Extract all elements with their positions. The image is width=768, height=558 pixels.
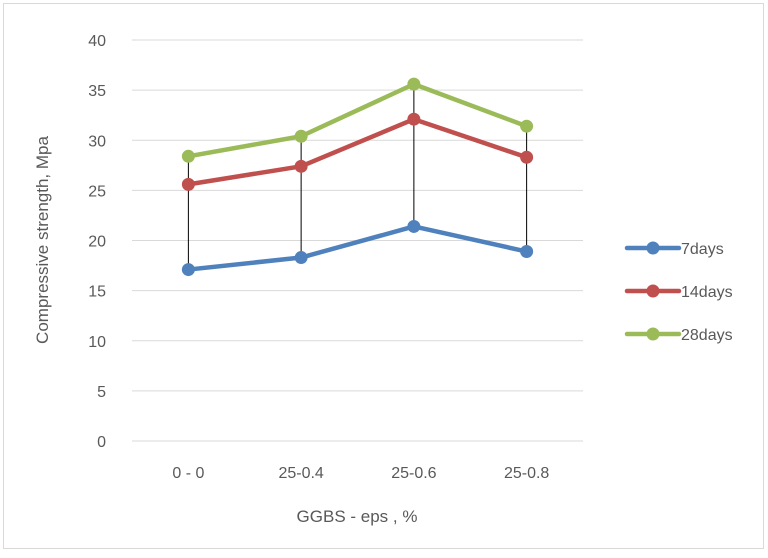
y-tick-label: 15 — [88, 284, 106, 301]
x-axis-title: GGBS - eps , % — [297, 507, 418, 526]
y-tick-label: 20 — [88, 234, 106, 251]
data-point — [407, 112, 421, 126]
series-28days — [181, 77, 534, 163]
y-axis-title: Compressive strength, Mpa — [33, 136, 52, 344]
x-tick-label: 0 - 0 — [172, 465, 204, 482]
y-tick-label: 5 — [97, 384, 106, 401]
data-point — [520, 119, 534, 133]
data-point — [294, 129, 308, 143]
data-point — [407, 77, 421, 91]
legend-marker — [646, 284, 660, 298]
x-axis-ticks: 0 - 0 25-0.4 25-0.6 25-0.8 — [172, 465, 549, 482]
data-point — [520, 245, 534, 259]
data-point — [181, 263, 195, 277]
series-line — [186, 224, 529, 272]
series-line — [186, 81, 529, 159]
legend-marker — [646, 327, 660, 341]
drop-lines — [187, 84, 528, 270]
data-point — [520, 150, 534, 164]
legend-label: 14days — [681, 284, 733, 301]
series-14days — [181, 112, 534, 191]
x-tick-label: 25-0.8 — [504, 465, 549, 482]
legend-item: 28days — [624, 327, 733, 344]
legend-item: 7days — [624, 241, 724, 258]
legend: 7days 14days 28days — [624, 241, 733, 344]
legend-marker — [646, 241, 660, 255]
legend-label: 7days — [681, 241, 724, 258]
data-point — [181, 149, 195, 163]
data-point — [294, 251, 308, 265]
legend-label: 28days — [681, 327, 733, 344]
y-tick-label: 0 — [97, 434, 106, 451]
legend-item: 14days — [624, 284, 733, 301]
x-tick-label: 25-0.6 — [391, 465, 436, 482]
series-7days — [181, 219, 534, 277]
data-point — [294, 159, 308, 173]
y-axis-ticks: 0 5 10 15 20 25 30 35 40 — [88, 33, 106, 451]
series-lines — [181, 77, 534, 277]
y-tick-label: 25 — [88, 183, 106, 200]
data-point — [181, 177, 195, 191]
series-line — [186, 116, 529, 187]
x-tick-label: 25-0.4 — [278, 465, 323, 482]
y-tick-label: 40 — [88, 33, 106, 50]
y-tick-label: 30 — [88, 133, 106, 150]
chart-border — [3, 3, 764, 549]
data-point — [407, 219, 421, 233]
y-tick-label: 10 — [88, 334, 106, 351]
y-tick-label: 35 — [88, 83, 106, 100]
